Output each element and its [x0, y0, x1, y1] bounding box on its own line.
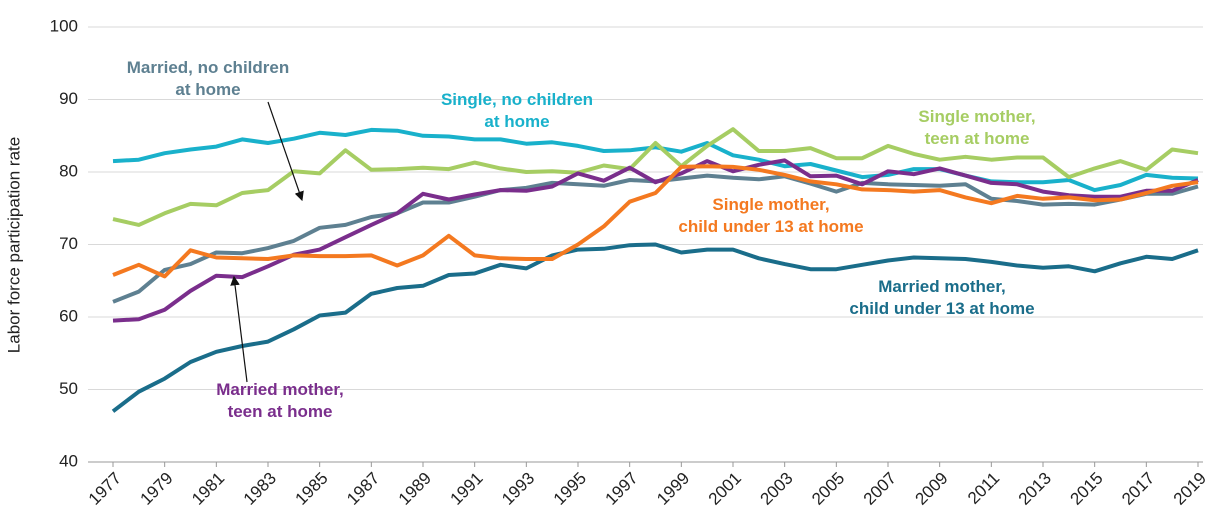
y-tick-label: 50	[59, 379, 78, 398]
x-tick-label: 1985	[291, 469, 331, 509]
series-label: Single, no children at home	[440, 90, 594, 131]
y-tick-label: 80	[59, 161, 78, 180]
x-tick-label: 1979	[136, 469, 176, 509]
x-tick-label: 2011	[964, 469, 1003, 508]
y-tick-label: 100	[50, 16, 78, 35]
y-tick-label: 60	[59, 306, 78, 325]
y-tick-label: 40	[59, 451, 78, 470]
x-tick-label: 1977	[85, 469, 125, 509]
x-tick-label: 2015	[1066, 469, 1106, 509]
annotation-arrow	[230, 275, 248, 383]
series-label: Single mother, child under 13 at home	[678, 195, 864, 236]
x-tick-label: 1997	[601, 469, 641, 509]
x-tick-label: 1983	[240, 469, 280, 509]
series-line	[112, 127, 1199, 193]
x-tick-label: 1995	[550, 469, 590, 509]
series-label: Single mother, teen at home	[918, 107, 1036, 148]
x-tick-label: 1991	[446, 469, 486, 509]
x-tick-label: 1987	[343, 469, 383, 509]
series-line	[112, 164, 1199, 279]
x-tick-label: 2009	[911, 469, 951, 509]
series-line	[111, 242, 1199, 413]
x-tick-label: 1981	[188, 469, 228, 509]
x-tick-label: 1993	[498, 469, 538, 509]
x-tick-label: 1999	[653, 469, 693, 509]
x-tick-label: 2019	[1170, 469, 1206, 509]
y-axis-title: Labor force participation rate	[4, 137, 23, 353]
y-tick-label: 70	[59, 234, 78, 253]
series-line	[112, 127, 1199, 227]
series-label: Married mother, teen at home	[216, 380, 344, 421]
x-tick-label: 2001	[705, 469, 745, 509]
series-label: Married mother, child under 13 at home	[849, 277, 1035, 318]
y-tick-label: 90	[59, 89, 78, 108]
x-tick-label: 2007	[860, 469, 900, 509]
x-tick-label: 2017	[1118, 469, 1158, 509]
series-label: Married, no children at home	[126, 58, 290, 99]
x-tick-label: 1989	[395, 469, 435, 509]
x-tick-label: 2005	[808, 469, 848, 509]
x-tick-label: 2013	[1015, 469, 1055, 509]
annotation-arrow	[267, 101, 304, 202]
x-tick-label: 2003	[756, 469, 796, 509]
